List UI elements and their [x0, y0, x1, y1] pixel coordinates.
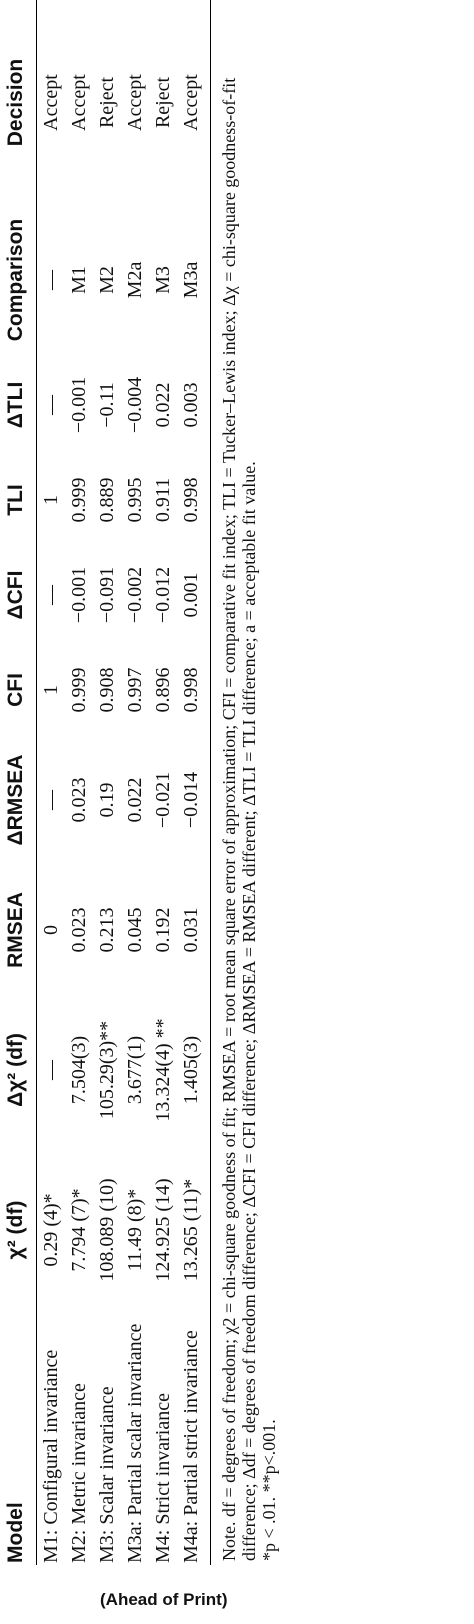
table-cell: 0.022: [124, 777, 146, 823]
table-cell: 0.999: [68, 667, 90, 713]
table-cell: −0.021: [152, 771, 174, 829]
table-cell: −0.004: [124, 376, 146, 434]
table-cell: 0.213: [96, 907, 118, 953]
table-cell: 0.031: [177, 865, 211, 995]
table-cell: M3a: [177, 205, 211, 355]
table-cell: M2: [96, 266, 118, 294]
table-cell: 0.023: [68, 777, 90, 823]
table-cell: 0.997: [124, 667, 146, 713]
table-cell: −0.002: [124, 566, 146, 624]
table-cell: M1: Configural invariance: [40, 1349, 62, 1563]
table-cell: Accept: [40, 74, 62, 131]
table-cell: 3.677(1): [124, 1035, 146, 1105]
header-cell: Decision: [0, 0, 37, 205]
table-cell: 0.003: [177, 355, 211, 455]
table-body: M1: Configural invariance 0.29 (4)* — 0 — 1 — 1…: [37, 0, 211, 1565]
table-cell: M4a: Partial strict invariance: [177, 1315, 211, 1565]
table-cell: 13.265 (11)*: [177, 1145, 211, 1315]
table-cell: 11.49 (8)*: [124, 1188, 146, 1272]
table-cell: —: [40, 1060, 62, 1080]
table-cell: M1: [68, 266, 90, 294]
table-cell: 1.405(3): [177, 995, 211, 1145]
header-row: Model χ² (df) Δχ² (df) RMSEA ΔRMSEA CFI ΔCFI TL…: [0, 0, 37, 1565]
table-cell: M4: Strict invariance: [152, 1393, 174, 1563]
table-row: M4: Strict invariance 124.925 (14) 13.324(…: [149, 0, 177, 1565]
table-cell: Accept: [124, 74, 146, 131]
table-cell: 1: [40, 495, 62, 505]
table-cell: 0.896: [152, 667, 174, 713]
header-cell: TLI: [0, 455, 37, 545]
table-row: M3a: Partial scalar invariance 11.49 (8)*…: [121, 0, 149, 1565]
table-cell: M2a: [124, 261, 146, 299]
header-cell: Comparison: [0, 205, 37, 355]
table: Model χ² (df) Δχ² (df) RMSEA ΔRMSEA CFI ΔCFI TL…: [0, 0, 211, 1565]
table-cell: −0.001: [68, 566, 90, 624]
table-cell: Accept: [68, 74, 90, 131]
table-row: M2: Metric invariance 7.794 (7)* 7.504(3) 0…: [65, 0, 93, 1565]
table-cell: 0.022: [152, 382, 174, 428]
table-cell: 0.045: [124, 907, 146, 953]
table-cell: 0.998: [177, 455, 211, 545]
table-cell: 0.023: [68, 907, 90, 953]
rotated-table: Model χ² (df) Δχ² (df) RMSEA ΔRMSEA CFI ΔCFI TL…: [0, 0, 279, 1565]
table-row: M1: Configural invariance 0.29 (4)* — 0 — 1 — 1…: [37, 0, 66, 1565]
table-cell: 0: [40, 925, 62, 935]
header-cell: ΔCFI: [0, 545, 37, 645]
table-cell: —: [40, 585, 62, 605]
table-cell: 0.889: [96, 477, 118, 523]
table-cell: 124.925 (14): [152, 1178, 174, 1282]
header-cell: Δχ² (df): [0, 995, 37, 1145]
table-cell: 1: [40, 685, 62, 695]
table-cell: 0.999: [68, 477, 90, 523]
table-cell: −0.014: [177, 735, 211, 865]
table-cell: 0.29 (4)*: [40, 1193, 62, 1267]
table-row: M4a: Partial strict invariance 13.265 (11…: [177, 0, 211, 1565]
table-cell: 0.001: [177, 545, 211, 645]
table-cell: M3a: Partial scalar invariance: [124, 1323, 146, 1563]
table-cell: M3: [152, 266, 174, 294]
table-cell: −0.11: [96, 382, 118, 428]
table-cell: 0.192: [152, 907, 174, 953]
header-cell: ΔRMSEA: [0, 735, 37, 865]
table-cell: 0.998: [177, 645, 211, 735]
table-cell: −0.091: [96, 566, 118, 624]
table-cell: —: [40, 790, 62, 810]
footer: (Ahead of Print): [100, 1590, 228, 1609]
header-cell: CFI: [0, 645, 37, 735]
table-cell: Reject: [152, 76, 174, 129]
table-cell: Reject: [96, 76, 118, 129]
note: *p < .01. **p<.001.: [259, 1419, 279, 1561]
table-cell: −0.012: [152, 566, 174, 624]
table-cell: 105.29(3)**: [96, 1020, 118, 1120]
table-cell: 0.995: [124, 477, 146, 523]
table-cell: 13.324(4) **: [152, 1018, 174, 1122]
header-cell: RMSEA: [0, 865, 37, 995]
notes: Note. df = degrees of freedom; χ2 = chi-…: [211, 2, 279, 1565]
note: Note. df = degrees of freedom; χ2 = chi-…: [219, 77, 259, 1561]
table-cell: Accept: [177, 0, 211, 205]
table-cell: 0.911: [152, 477, 174, 523]
header-cell: χ² (df): [0, 1145, 37, 1315]
table-cell: 0.19: [96, 782, 118, 818]
table-cell: —: [40, 270, 62, 290]
table-cell: −0.001: [68, 376, 90, 434]
header-cell: Model: [0, 1315, 37, 1565]
table-row: M3: Scalar invariance 108.089 (10) 105.29(…: [93, 0, 121, 1565]
table-cell: —: [40, 395, 62, 415]
header-cell: ΔTLI: [0, 355, 37, 455]
table-cell: M2: Metric invariance: [68, 1383, 90, 1563]
table-cell: 108.089 (10): [96, 1178, 118, 1282]
table-cell: 7.504(3): [68, 1035, 90, 1105]
table-cell: 0.908: [96, 667, 118, 713]
table-cell: 7.794 (7)*: [68, 1188, 90, 1272]
table-cell: M3: Scalar invariance: [96, 1386, 118, 1563]
